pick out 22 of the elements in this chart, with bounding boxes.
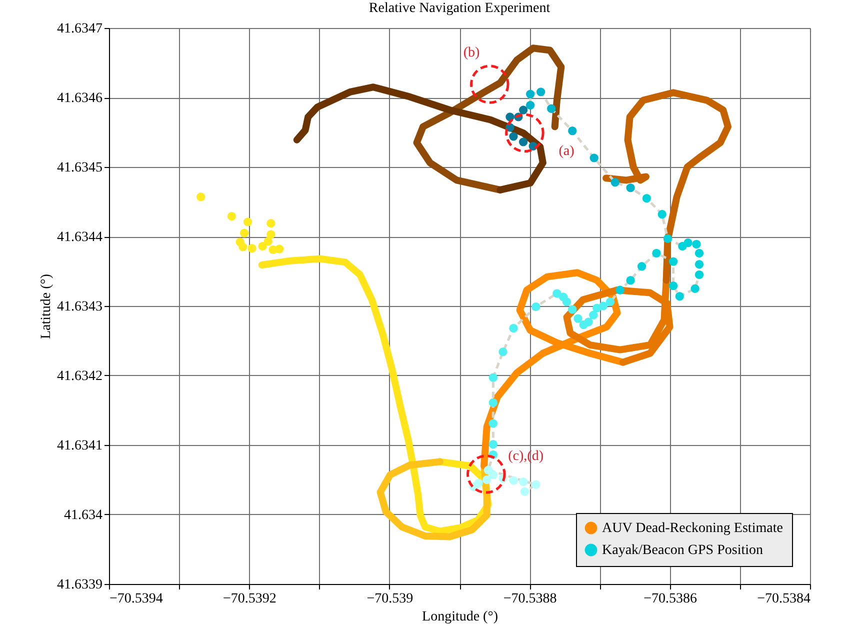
annotation: (a) (558, 144, 575, 159)
y-tick-label: 41.6343 (57, 300, 102, 314)
legend-label: AUV Dead-Reckoning Estimate (602, 521, 783, 536)
y-axis-title: Latitude (°) (39, 274, 54, 340)
y-tick-label: 41.6345 (57, 160, 102, 176)
y-tick-label: 41.6341 (57, 438, 102, 454)
x-tick-label: −70.5386 (644, 592, 698, 606)
x-tick-label: −70.5388 (503, 592, 557, 606)
legend-label: Kayak/Beacon GPS Position (602, 543, 763, 558)
x-tick-label: −70.5392 (222, 592, 276, 606)
y-tick-label: 41.634 (64, 508, 102, 523)
x-tick-label: −70.5394 (110, 592, 163, 606)
y-tick-label: 41.6344 (57, 230, 102, 245)
chart-title: Relative Navigation Experiment (368, 1, 550, 16)
y-tick-label: 41.6346 (57, 91, 102, 106)
x-tick-label: −70.539 (366, 592, 414, 606)
y-tick-label: 41.6347 (57, 22, 102, 36)
y-tick-label: 41.6339 (57, 578, 102, 592)
x-axis-title: Longitude (°) (422, 610, 498, 624)
y-tick-label: 41.6342 (57, 369, 102, 384)
annotation: (b) (463, 45, 480, 60)
x-tick-label: −70.5384 (757, 592, 810, 606)
